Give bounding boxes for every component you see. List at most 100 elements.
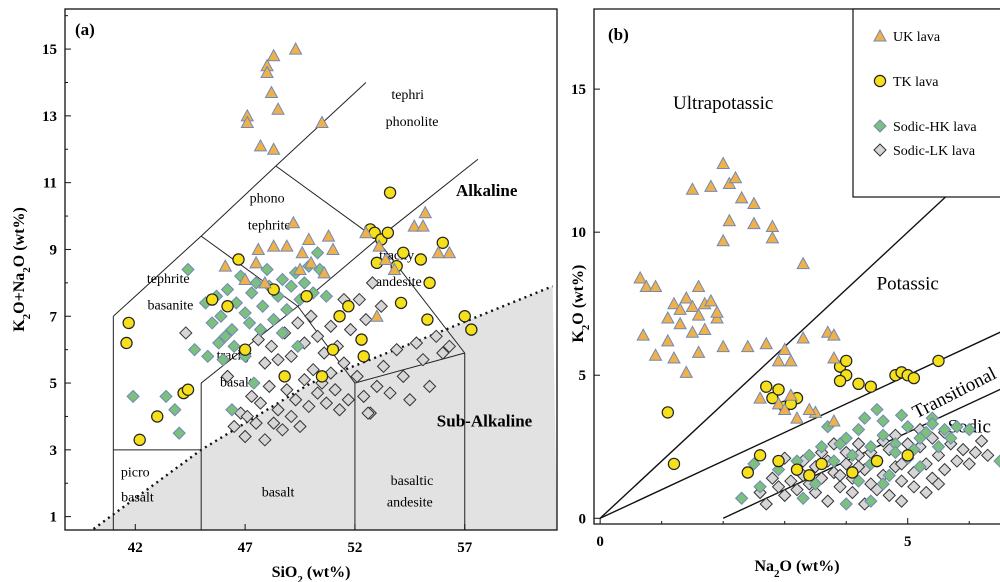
- data-point: [423, 276, 436, 290]
- data-point: [284, 279, 298, 293]
- data-point: [431, 245, 446, 259]
- data-point: [845, 485, 860, 500]
- data-point: [716, 233, 731, 247]
- data-point: [901, 420, 915, 434]
- data-point: [821, 494, 835, 508]
- data-point: [251, 332, 265, 347]
- data-point: [359, 312, 373, 327]
- data-point: [894, 474, 909, 488]
- data-point: [876, 428, 890, 443]
- data-point: [267, 283, 280, 296]
- data-point: [249, 255, 263, 269]
- data-point: [851, 437, 866, 451]
- field-label: phono: [250, 192, 285, 207]
- data-point: [697, 322, 712, 335]
- data-point: [205, 316, 219, 330]
- data-point: [244, 286, 259, 300]
- data-point: [275, 423, 290, 437]
- data-point: [772, 383, 785, 396]
- data-point: [253, 396, 268, 410]
- legend-marker: [873, 74, 887, 88]
- data-point: [827, 351, 841, 364]
- field-label: basalt: [121, 491, 154, 506]
- data-point: [784, 388, 798, 401]
- data-point: [205, 293, 219, 306]
- data-point: [381, 226, 395, 239]
- data-point: [416, 219, 430, 232]
- data-point: [266, 142, 281, 155]
- data-point: [839, 497, 853, 511]
- data-point: [220, 282, 235, 297]
- data-point: [857, 411, 872, 425]
- data-point: [365, 276, 380, 290]
- data-point: [796, 330, 810, 344]
- data-point: [734, 491, 749, 505]
- y-tick-label: 11: [43, 176, 57, 192]
- data-point: [436, 346, 450, 360]
- data-point: [667, 457, 681, 471]
- data-point: [968, 445, 983, 460]
- data-point: [238, 343, 252, 356]
- data-point: [317, 265, 332, 279]
- data-point: [765, 219, 780, 232]
- y-tick-label: 3: [50, 443, 58, 459]
- data-point: [802, 402, 817, 416]
- data-point: [673, 316, 687, 330]
- data-point: [919, 485, 933, 500]
- data-point: [759, 336, 774, 350]
- data-point: [376, 359, 391, 374]
- data-point: [284, 409, 298, 424]
- data-point: [225, 403, 239, 417]
- data-point: [332, 403, 347, 417]
- data-point: [864, 494, 878, 508]
- data-point: [264, 339, 279, 354]
- data-point: [304, 255, 318, 269]
- panel-label: (b): [608, 25, 629, 44]
- data-point: [913, 460, 927, 474]
- data-point: [238, 429, 252, 444]
- data-point: [370, 379, 384, 394]
- data-point: [937, 462, 952, 477]
- data-point: [667, 351, 681, 364]
- x-tick-label: 5: [904, 534, 912, 550]
- data-point: [227, 419, 241, 434]
- data-point: [310, 246, 325, 260]
- data-point: [790, 463, 804, 476]
- data-point: [944, 431, 958, 445]
- data-point: [324, 319, 338, 333]
- data-point: [777, 402, 792, 416]
- data-point: [685, 182, 700, 195]
- data-point: [372, 239, 386, 252]
- data-point: [300, 290, 313, 303]
- data-point: [851, 422, 866, 437]
- field-label: tephri: [391, 88, 424, 103]
- panel-a: tephri phonolite phono tephrite Alkaline teph…: [11, 8, 558, 582]
- data-point: [950, 454, 964, 468]
- data-point: [790, 411, 804, 424]
- data-point: [962, 422, 976, 437]
- data-point: [771, 480, 786, 494]
- field-label: andesite: [376, 275, 422, 290]
- series-boundary-line: [599, 145, 1000, 519]
- data-point: [244, 389, 259, 404]
- field-label: Transitional: [909, 363, 1000, 423]
- data-point: [383, 386, 397, 400]
- data-point: [337, 356, 351, 370]
- data-point: [633, 270, 647, 284]
- data-point: [227, 339, 241, 354]
- data-point: [225, 322, 239, 337]
- data-point: [876, 414, 890, 428]
- field-label: tephrite: [147, 272, 190, 287]
- data-point: [728, 170, 743, 184]
- data-point: [321, 229, 336, 242]
- data-point: [845, 448, 860, 463]
- data-point: [359, 225, 373, 239]
- y-tick-label: 5: [50, 376, 58, 392]
- data-point: [319, 396, 334, 410]
- y-tick-label: 5: [579, 368, 587, 384]
- data-point: [343, 322, 358, 337]
- data-point: [258, 356, 272, 370]
- y-tick-label: 15: [42, 42, 57, 58]
- data-point: [288, 393, 303, 407]
